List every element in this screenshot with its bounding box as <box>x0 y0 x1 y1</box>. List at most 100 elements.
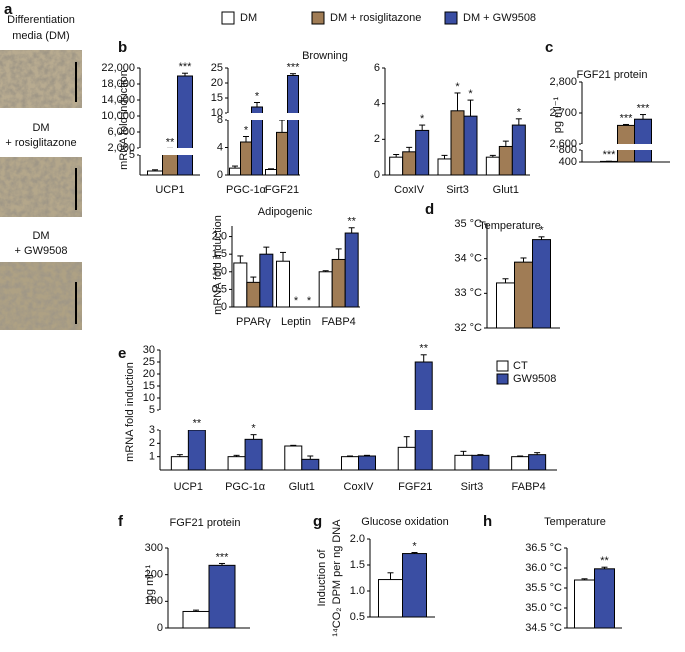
y-tick-label: 22,000 <box>101 62 135 74</box>
panel-label: g <box>313 513 322 530</box>
bar <box>265 169 277 176</box>
image-caption: media (DM) <box>12 30 69 42</box>
significance: * <box>307 295 312 307</box>
y-tick-label: 5 <box>149 404 155 416</box>
chart-title: FGF21 protein <box>170 517 241 529</box>
chart-title: Temperature <box>544 516 606 528</box>
bar <box>227 456 246 471</box>
y-axis-label: mRNA fold induction <box>212 215 224 315</box>
group-title: Browning <box>302 50 348 62</box>
y-tick-label: 4 <box>217 141 223 153</box>
panel-label: e <box>118 345 126 362</box>
legend-label: DM + GW9508 <box>463 12 536 24</box>
bar <box>331 258 346 308</box>
y-tick-label: 2,700 <box>549 107 577 119</box>
bar <box>170 456 189 471</box>
bar <box>485 156 500 176</box>
y-tick-label: 20 <box>211 77 223 89</box>
bar <box>397 446 416 471</box>
legend-label: DM + rosiglitazone <box>330 12 421 24</box>
x-tick-label: CoxIV <box>344 481 375 493</box>
y-tick-label: 25 <box>143 356 155 368</box>
y-tick-label: 5 <box>129 149 135 161</box>
y-tick-label: 200 <box>145 569 163 581</box>
micrographs <box>0 50 82 330</box>
y-tick-label: 2,000 <box>107 142 135 154</box>
significance: ** <box>193 417 202 429</box>
x-tick-label: FGF21 <box>398 481 432 493</box>
chart-title: Temperature <box>479 220 541 232</box>
y-tick-label: 36.5 °C <box>525 542 562 554</box>
bar <box>177 75 193 176</box>
bar <box>284 445 303 471</box>
micrograph-texture <box>0 262 82 330</box>
y-tick-label: 1 <box>149 451 155 463</box>
image-caption: DM <box>32 230 49 242</box>
image-caption: + GW9508 <box>15 245 68 257</box>
significance: * <box>294 295 299 307</box>
y-tick-label: 3 <box>149 424 155 436</box>
bar <box>229 167 241 176</box>
bar <box>208 564 236 629</box>
y-tick-label: 4 <box>374 98 380 110</box>
bar <box>318 271 333 308</box>
bar <box>233 262 248 308</box>
bar <box>511 124 526 176</box>
y-tick-label: 2 <box>149 437 155 449</box>
legend-swatch <box>311 11 325 25</box>
y-tick-label: 0 <box>157 622 163 634</box>
y-tick-label: 35 °C <box>454 218 482 230</box>
x-tick-label: PGC-1α <box>225 481 266 493</box>
y-tick-label: 15 <box>211 92 223 104</box>
bar <box>358 455 376 471</box>
y-axis-label: pg ml⁻¹ <box>144 564 156 601</box>
bar <box>402 151 417 176</box>
significance: *** <box>620 112 634 124</box>
y-tick-label: 30 <box>143 344 155 356</box>
x-tick-label: Glut1 <box>493 184 519 196</box>
bar <box>187 429 206 471</box>
y-tick-label: 300 <box>145 542 163 554</box>
bar <box>341 456 359 471</box>
bar <box>287 75 299 176</box>
bar <box>437 158 452 176</box>
y-tick-label: 2.0 <box>350 533 365 545</box>
y-tick-label: 20 <box>143 368 155 380</box>
y-tick-label: 0.5 <box>350 611 365 623</box>
y-tick-label: 0 <box>217 169 223 181</box>
axis-break <box>227 113 301 120</box>
bar <box>182 610 210 629</box>
bar <box>301 458 320 471</box>
bar <box>450 110 465 176</box>
legend-swatch <box>496 373 509 385</box>
bar <box>471 454 490 471</box>
bar <box>463 115 478 176</box>
significance: *** <box>637 102 651 114</box>
bar <box>634 118 652 163</box>
legend-swatch <box>444 11 458 25</box>
significance: * <box>420 113 425 125</box>
significance: * <box>455 81 460 93</box>
bar <box>532 239 551 329</box>
bar <box>528 454 547 471</box>
x-tick-label: CoxIV <box>394 184 425 196</box>
x-tick-label: UCP1 <box>155 184 184 196</box>
bar <box>244 438 263 471</box>
legend-swatch <box>496 360 509 372</box>
chart-title: Glucose oxidation <box>361 516 448 528</box>
panel-label: b <box>118 39 127 56</box>
y-axis-label: pg ml⁻¹ <box>552 96 564 133</box>
y-tick-label: 10 <box>143 392 155 404</box>
x-tick-label: FGF21 <box>265 184 299 196</box>
y-axis-label: ¹⁴CO₂ DPM per ng DNA <box>331 519 343 637</box>
micrograph-texture <box>0 157 82 217</box>
x-tick-label: PGC-1α <box>226 184 267 196</box>
x-tick-label: PPARγ <box>236 316 271 328</box>
bar <box>594 568 615 629</box>
x-tick-label: Glut1 <box>289 481 315 493</box>
chart-title: Adipogenic <box>258 206 313 218</box>
significance: ** <box>419 343 428 355</box>
significance: ** <box>347 216 356 228</box>
legend-swatch <box>221 11 235 25</box>
